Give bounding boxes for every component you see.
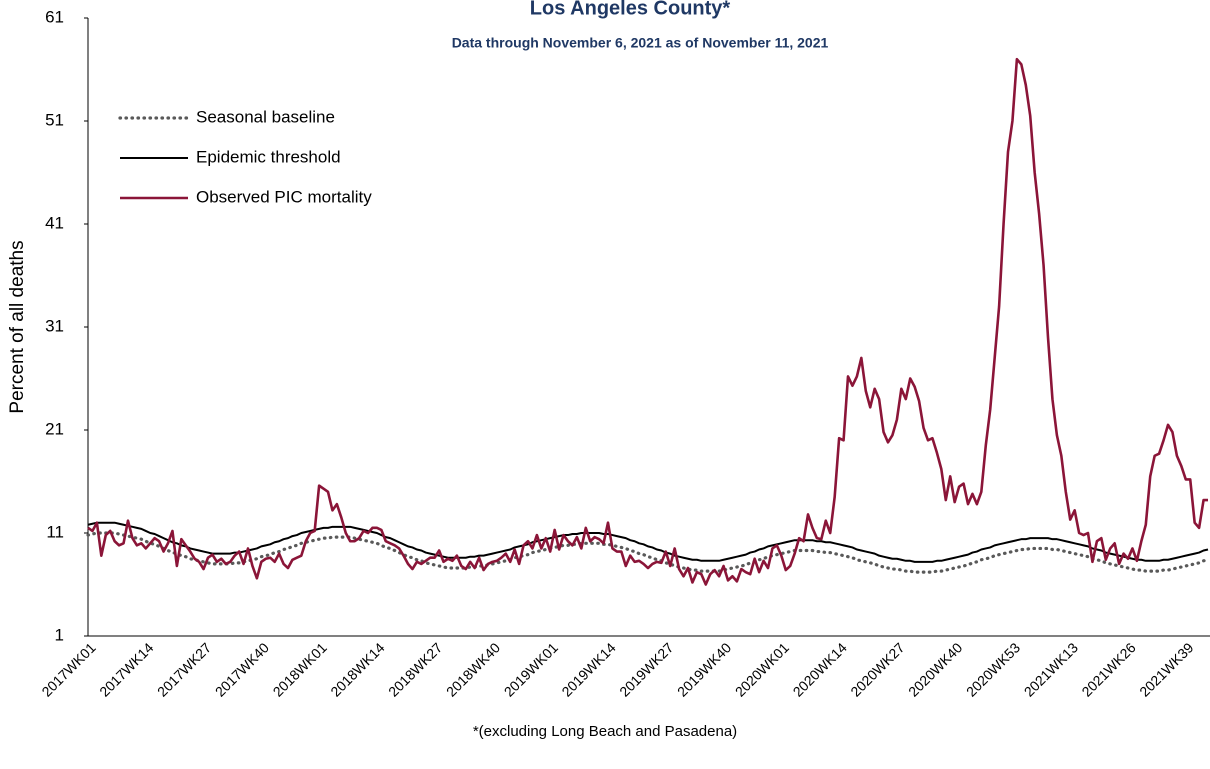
legend-label: Observed PIC mortality [196, 187, 372, 206]
x-tick-label: 2017WK14 [96, 639, 156, 699]
series-line [86, 531, 1210, 574]
x-tick-label: 2019WK40 [674, 639, 734, 699]
y-tick-label: 21 [45, 419, 64, 438]
x-tick-label: 2018WK40 [443, 639, 503, 699]
x-tick-label: 2018WK14 [327, 639, 387, 699]
x-tick-label: 2020WK40 [905, 639, 965, 699]
x-tick-label: 2019WK01 [501, 639, 561, 699]
x-tick-label: 2021WK39 [1136, 639, 1196, 699]
x-tick-label: 2021WK13 [1021, 639, 1081, 699]
y-tick-label: 1 [55, 625, 64, 644]
y-tick-label: 41 [45, 213, 64, 232]
x-tick-label: 2017WK40 [212, 639, 272, 699]
x-tick-label: 2018WK27 [385, 639, 445, 699]
x-tick-label: 2020WK53 [963, 639, 1023, 699]
y-tick-label: 11 [46, 522, 64, 541]
x-tick-label: 2021WK26 [1078, 639, 1138, 699]
y-tick-label: 51 [45, 110, 64, 129]
x-tick-label: 2019WK14 [558, 639, 618, 699]
x-tick-label: 2017WK27 [154, 639, 214, 699]
x-tick-label: 2020WK01 [732, 639, 792, 699]
footnote: *(excluding Long Beach and Pasadena) [473, 723, 737, 740]
x-tick-label: 2020WK27 [847, 639, 907, 699]
x-tick-label: 2018WK01 [270, 639, 330, 699]
y-tick-label: 61 [45, 7, 64, 26]
x-tick-label: 2017WK01 [38, 639, 98, 699]
x-tick-label: 2020WK14 [790, 639, 850, 699]
series-line [87, 521, 1209, 563]
legend-label: Epidemic threshold [196, 147, 341, 166]
y-axis-title: Percent of all deaths [7, 240, 28, 413]
chart-title: Los Angeles County* [530, 0, 731, 19]
chart-subtitle: Data through November 6, 2021 as of Nove… [452, 35, 829, 51]
y-tick-label: 31 [45, 316, 64, 335]
series-line [87, 57, 1208, 586]
legend-label: Seasonal baseline [196, 107, 335, 126]
x-tick-label: 2019WK27 [616, 639, 676, 699]
